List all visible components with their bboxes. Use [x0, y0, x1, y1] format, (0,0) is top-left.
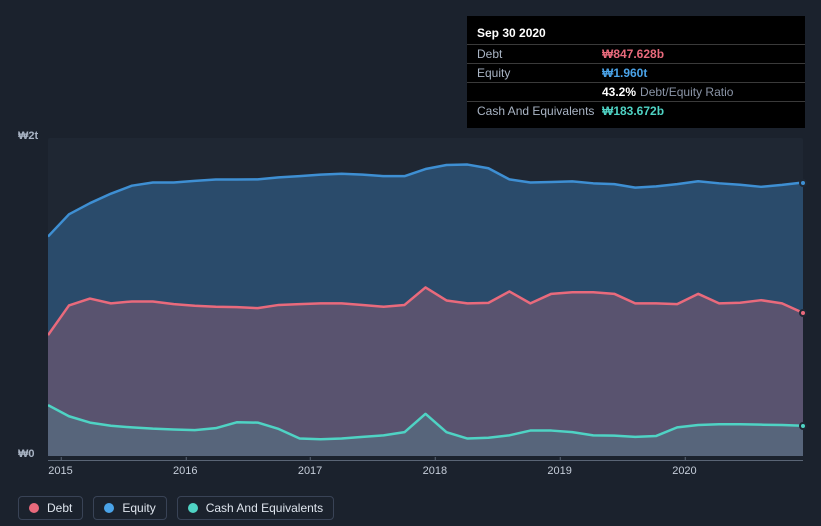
tooltip-value: 43.2%Debt/Equity Ratio	[602, 85, 733, 99]
tooltip-value: ₩183.672b	[602, 104, 664, 118]
tooltip-extra: Debt/Equity Ratio	[640, 85, 733, 99]
legend-label: Equity	[122, 501, 155, 515]
legend-item[interactable]: Debt	[18, 496, 83, 520]
tooltip-label	[477, 85, 602, 99]
series-endpoint	[799, 309, 807, 317]
y-tick-label: ₩2t	[18, 130, 38, 142]
x-tick-label: 2020	[672, 465, 696, 477]
legend-label: Cash And Equivalents	[206, 501, 323, 515]
legend-label: Debt	[47, 501, 72, 515]
series-endpoint	[799, 179, 807, 187]
y-tick-label: ₩0	[18, 448, 35, 460]
series-endpoint	[799, 422, 807, 430]
chart-area: ₩2t ₩0 2015 2016 2017 2018 2019 2020	[18, 120, 803, 496]
tooltip-value: ₩1.960t	[602, 66, 647, 80]
x-tick-label: 2016	[173, 465, 197, 477]
x-tick-label: 2017	[298, 465, 322, 477]
plot-region[interactable]	[48, 138, 803, 456]
tooltip-label: Equity	[477, 66, 602, 80]
tooltip-row: Equity₩1.960t	[467, 63, 805, 82]
tooltip-label: Cash And Equivalents	[477, 104, 602, 118]
legend-swatch	[104, 503, 114, 513]
tooltip-row: Cash And Equivalents₩183.672b	[467, 101, 805, 120]
legend-swatch	[188, 503, 198, 513]
legend-swatch	[29, 503, 39, 513]
legend-item[interactable]: Cash And Equivalents	[177, 496, 334, 520]
x-tick-label: 2018	[423, 465, 447, 477]
x-tick-label: 2015	[48, 465, 72, 477]
x-tick-label: 2019	[547, 465, 571, 477]
tooltip-date: Sep 30 2020	[467, 24, 805, 44]
x-axis: 2015 2016 2017 2018 2019 2020	[48, 460, 803, 474]
chart-tooltip: Sep 30 2020 Debt₩847.628bEquity₩1.960t43…	[467, 16, 805, 128]
legend: Debt Equity Cash And Equivalents	[18, 496, 334, 520]
tooltip-row: Debt₩847.628b	[467, 44, 805, 63]
tooltip-value: ₩847.628b	[602, 47, 664, 61]
legend-item[interactable]: Equity	[93, 496, 166, 520]
tooltip-label: Debt	[477, 47, 602, 61]
tooltip-row: 43.2%Debt/Equity Ratio	[467, 82, 805, 101]
